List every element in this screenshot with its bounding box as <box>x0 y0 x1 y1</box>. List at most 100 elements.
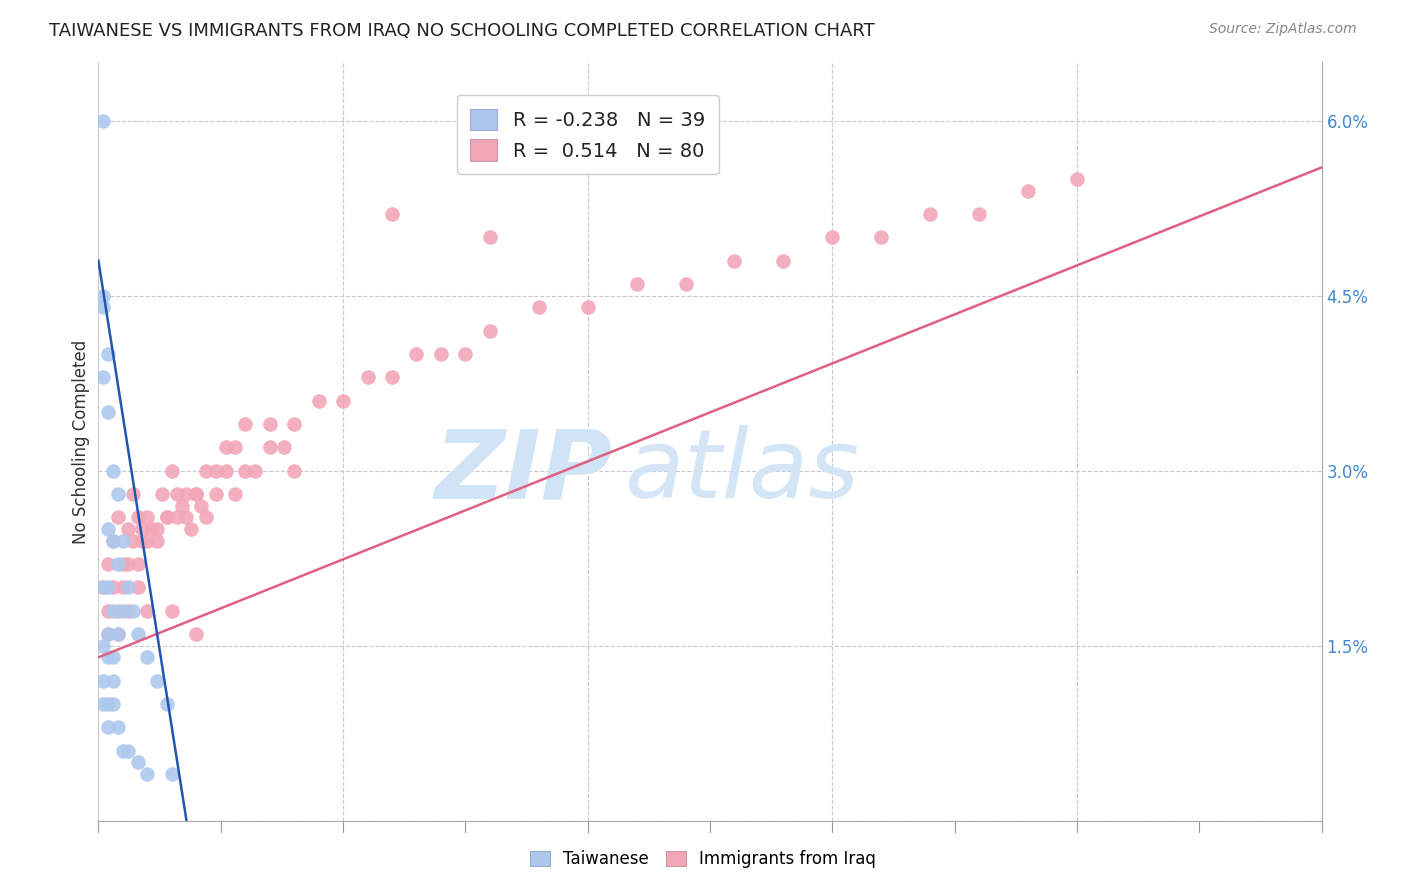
Point <box>259 441 281 455</box>
Point <box>224 441 246 455</box>
Point <box>967 207 990 221</box>
Point <box>332 393 354 408</box>
Point <box>233 417 256 431</box>
Point <box>478 230 501 244</box>
Point <box>576 301 599 315</box>
Point <box>478 324 501 338</box>
Point <box>117 604 139 618</box>
Point <box>675 277 697 291</box>
Point <box>186 487 208 501</box>
Point <box>107 627 129 641</box>
Text: atlas: atlas <box>624 425 859 518</box>
Point <box>381 370 404 384</box>
Text: ZIP: ZIP <box>434 425 612 518</box>
Point <box>920 207 942 221</box>
Point <box>1066 172 1088 186</box>
Point <box>454 347 477 361</box>
Point <box>283 417 305 431</box>
Point <box>101 464 124 478</box>
Point <box>150 487 173 501</box>
Point <box>97 557 120 571</box>
Point <box>186 487 208 501</box>
Point <box>101 673 124 688</box>
Point <box>131 533 153 548</box>
Legend: Taiwanese, Immigrants from Iraq: Taiwanese, Immigrants from Iraq <box>523 844 883 875</box>
Point <box>97 697 120 711</box>
Point <box>214 464 236 478</box>
Point <box>117 522 139 536</box>
Point <box>136 604 159 618</box>
Point <box>91 697 114 711</box>
Point <box>723 253 745 268</box>
Point <box>91 673 114 688</box>
Point <box>101 650 124 665</box>
Point <box>111 580 134 594</box>
Point <box>180 522 202 536</box>
Point <box>91 113 114 128</box>
Point <box>146 533 169 548</box>
Point <box>91 301 114 315</box>
Point <box>214 441 236 455</box>
Point <box>97 627 120 641</box>
Point <box>156 510 179 524</box>
Point <box>127 557 149 571</box>
Point <box>117 580 139 594</box>
Point <box>97 720 120 734</box>
Point <box>772 253 794 268</box>
Point <box>131 522 153 536</box>
Point <box>176 510 198 524</box>
Point <box>111 533 134 548</box>
Point <box>195 510 218 524</box>
Point <box>121 533 143 548</box>
Point <box>111 557 134 571</box>
Point <box>186 627 208 641</box>
Point <box>107 557 129 571</box>
Point <box>121 487 143 501</box>
Point <box>156 510 179 524</box>
Point <box>233 464 256 478</box>
Point <box>243 464 266 478</box>
Point <box>224 487 246 501</box>
Point <box>101 533 124 548</box>
Text: Source: ZipAtlas.com: Source: ZipAtlas.com <box>1209 22 1357 37</box>
Point <box>97 405 120 419</box>
Point <box>626 277 648 291</box>
Point <box>870 230 893 244</box>
Point <box>97 650 120 665</box>
Point <box>91 580 114 594</box>
Point <box>527 301 550 315</box>
Point <box>111 744 134 758</box>
Y-axis label: No Schooling Completed: No Schooling Completed <box>72 340 90 543</box>
Point <box>107 604 129 618</box>
Point <box>136 650 159 665</box>
Point <box>101 580 124 594</box>
Point <box>1017 184 1039 198</box>
Point <box>356 370 378 384</box>
Point <box>91 370 114 384</box>
Point <box>259 417 281 431</box>
Point <box>127 756 149 770</box>
Point <box>91 580 114 594</box>
Text: 0.0%: 0.0% <box>98 890 141 892</box>
Point <box>190 499 212 513</box>
Text: 25.0%: 25.0% <box>1270 890 1322 892</box>
Point <box>97 522 120 536</box>
Point <box>97 580 120 594</box>
Point <box>127 627 149 641</box>
Point <box>405 347 427 361</box>
Point <box>146 522 169 536</box>
Point <box>136 510 159 524</box>
Point <box>91 639 114 653</box>
Point <box>136 533 159 548</box>
Point <box>91 289 114 303</box>
Point <box>97 604 120 618</box>
Point <box>97 347 120 361</box>
Point <box>156 697 179 711</box>
Point <box>121 604 143 618</box>
Point <box>273 441 295 455</box>
Point <box>136 767 159 781</box>
Point <box>111 604 134 618</box>
Point <box>107 487 129 501</box>
Point <box>430 347 453 361</box>
Point <box>117 557 139 571</box>
